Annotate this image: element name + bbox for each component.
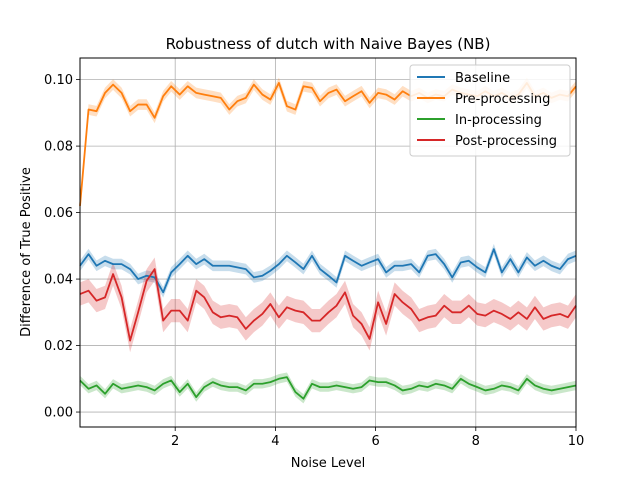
chart-title: Robustness of dutch with Naive Bayes (NB… bbox=[166, 35, 491, 53]
baseline-line bbox=[79, 248, 577, 294]
baseline-band bbox=[80, 243, 576, 298]
series-lines bbox=[79, 82, 577, 400]
y-tick-label: 0.04 bbox=[44, 273, 73, 288]
plot-area-frame bbox=[79, 57, 577, 428]
x-tick-label: 2 bbox=[171, 434, 179, 449]
legend-label-baseline: Baseline bbox=[455, 71, 510, 86]
x-axis-label: Noise Level bbox=[291, 456, 366, 471]
x-tick-label: 8 bbox=[472, 434, 480, 449]
post-processing-band bbox=[80, 257, 576, 353]
post-processing-line bbox=[79, 268, 577, 342]
x-tick-label: 4 bbox=[271, 434, 279, 449]
x-axis-ticks: 2 4 6 8 10 bbox=[171, 427, 584, 449]
legend: Baseline Pre-processing In-processing Post-… bbox=[409, 64, 571, 157]
y-axis-ticks: 0.00 0.02 0.04 0.06 0.08 0.10 bbox=[44, 73, 80, 421]
y-axis-label: Difference of True Positive bbox=[19, 167, 34, 337]
y-tick-label: 0.10 bbox=[44, 73, 73, 88]
y-tick-label: 0.02 bbox=[44, 339, 73, 354]
legend-label-post-processing: Post-processing bbox=[455, 134, 557, 149]
legend-label-pre-processing: Pre-processing bbox=[455, 92, 550, 107]
x-tick-label: 10 bbox=[568, 434, 585, 449]
y-tick-label: 0.08 bbox=[44, 140, 73, 155]
in-processing-line bbox=[79, 376, 577, 400]
x-tick-label: 6 bbox=[371, 434, 379, 449]
legend-label-in-processing: In-processing bbox=[455, 113, 542, 128]
y-tick-label: 0.00 bbox=[44, 406, 73, 421]
legend-box bbox=[409, 64, 571, 157]
y-tick-label: 0.06 bbox=[44, 206, 73, 221]
